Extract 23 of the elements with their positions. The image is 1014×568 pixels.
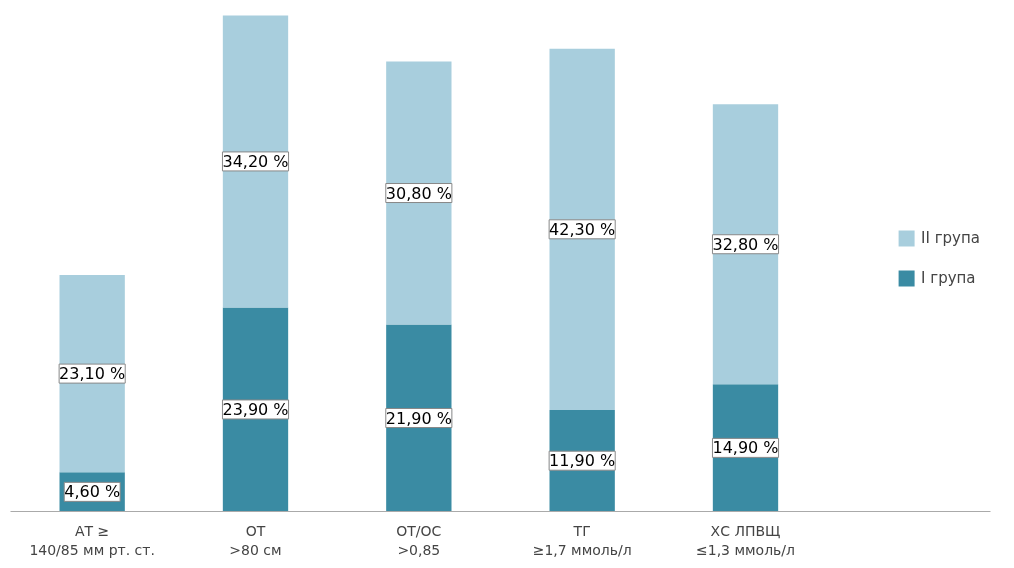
x-tick-label: ТГ ≥1,7 ммоль/л [532, 522, 632, 558]
data-label: 23,10 % [59, 364, 126, 384]
bar [549, 48, 615, 410]
data-label: 21,90 % [385, 408, 452, 428]
data-label: 42,30 % [549, 219, 616, 239]
bar [386, 61, 452, 325]
x-tick-label: ОТ/ОС >0,85 [396, 522, 442, 558]
x-tick-label: ХС ЛПВЩ ≤1,3 ммоль/л [696, 522, 795, 558]
x-tick-label: АТ ≥ 140/85 мм рт. ст. [29, 522, 155, 558]
data-label: 11,90 % [549, 451, 616, 471]
data-label: 32,80 % [712, 234, 779, 254]
bar [59, 274, 125, 473]
legend-label: I група [921, 269, 976, 287]
data-label: 23,90 % [222, 399, 289, 419]
data-label: 30,80 % [385, 183, 452, 203]
x-tick-label: ОТ >80 см [229, 522, 282, 558]
data-label: 4,60 % [64, 482, 121, 502]
data-label: 14,90 % [712, 438, 779, 458]
legend-label: II група [921, 229, 980, 247]
data-label: 34,20 % [222, 151, 289, 171]
bar [386, 324, 452, 512]
bar [712, 104, 779, 385]
bar [222, 15, 289, 308]
